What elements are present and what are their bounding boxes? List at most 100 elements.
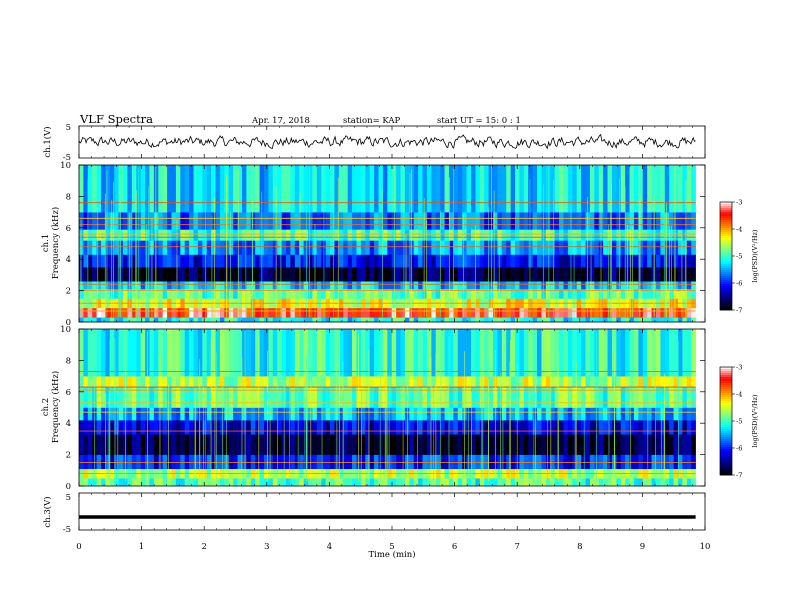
ch1-spectrogram-cell	[294, 267, 300, 282]
ch1-spectrogram-cell	[277, 307, 282, 318]
ch2-spectrogram-cell	[250, 420, 256, 435]
ch1-spectrogram-cell	[404, 254, 410, 268]
ch2-spectrogram-cell	[603, 329, 608, 377]
ch1-spectrogram-cell	[268, 212, 274, 230]
ch2-spectrogram-cell	[686, 387, 692, 408]
ch1-spectrogram-cell	[158, 165, 163, 213]
ch2-spectrogram-cell	[519, 420, 525, 435]
ch2-spectrogram-cell	[83, 420, 89, 435]
ch2-spectrogram-cell	[567, 329, 573, 377]
ch2-spectrogram-cell	[233, 329, 238, 377]
ch1-spectrogram-cell	[576, 229, 582, 241]
ch1-spectrogram-cell	[299, 254, 304, 268]
ch1-spectrogram-cell	[105, 254, 111, 268]
ch2-spectrogram-cell	[127, 329, 133, 377]
ch2-spectrogram-cell	[435, 434, 441, 455]
ch2-spectrogram-cell	[607, 420, 613, 435]
ch1-spectrogram-cell	[396, 240, 401, 255]
ch2-spectrogram-cell	[241, 387, 247, 408]
ch2-spectrogram-cell	[391, 420, 397, 435]
ch1-spectrogram-cell	[255, 254, 260, 268]
ch1-spectrogram-cell	[184, 229, 190, 241]
ch2-spectrogram-cell	[321, 329, 326, 377]
ch2-spectrogram-cell	[175, 407, 181, 421]
ch1-spectrogram-cell	[620, 212, 626, 230]
ch2-spectrogram-cell	[607, 434, 613, 455]
ch2-spectrogram-cell	[290, 329, 296, 377]
ch1-spectrogram-cell	[576, 267, 582, 282]
ch2-spectrogram-cell	[118, 454, 124, 470]
ch1-spectrogram-cell	[356, 307, 362, 318]
ch2-spectrogram-cell	[215, 454, 221, 470]
ch1-spectrogram-cell	[444, 240, 450, 255]
ch1-spectrogram-cell	[131, 289, 137, 299]
ch1-spectrogram-cell	[356, 317, 362, 323]
ch2-spectrogram-cell	[180, 376, 185, 388]
ch1-spectrogram-cell	[682, 289, 688, 299]
ch1-spectrogram-cell	[400, 254, 406, 268]
ch1-spectrogram-ylabel-line2: Frequency (kHz)	[50, 207, 61, 279]
ch2-spectrogram-cell	[343, 407, 348, 421]
ch2-spectrogram-cell	[233, 387, 238, 408]
ch1-spectrogram-cell	[448, 254, 454, 268]
ch1-spectrogram-cell	[352, 165, 357, 213]
ch1-spectrogram-cell	[633, 289, 639, 299]
ch1-spectrogram-cell	[466, 289, 472, 299]
ch2-spectrogram-cell	[136, 376, 141, 388]
ch1-spectrogram-cell	[83, 212, 89, 230]
ch1-colorbar-cell	[720, 308, 732, 311]
ch1-spectrogram-cell	[638, 267, 644, 282]
ch2-spectrogram-cell	[444, 478, 450, 487]
ch1-spectrogram-cell	[664, 212, 670, 230]
ch1-spectrogram-cell	[299, 281, 304, 290]
ch1-spectrogram-cell	[484, 254, 489, 268]
ch1-spectrogram-cell	[677, 212, 683, 230]
ch1-spectrogram-cell	[620, 254, 626, 268]
ch1-spectrogram-cell	[158, 267, 163, 282]
ch1-spectrogram-cell	[488, 254, 494, 268]
ch2-spectrogram-cell	[581, 478, 586, 487]
ch1-spectrogram-cell	[250, 212, 256, 230]
ch1-spectrogram-cell	[519, 212, 525, 230]
ch2-spectrogram-cell	[347, 329, 353, 377]
ch2-spectrogram-cell	[488, 420, 494, 435]
ch2-spectrogram-cell	[330, 329, 335, 377]
ch1-spectrogram-cell	[387, 289, 393, 299]
ch1-waveform-frame	[78, 125, 706, 159]
ch2-spectrogram-cell	[171, 434, 177, 455]
ch2-frequency-tick-label: 10	[60, 325, 71, 335]
ch1-spectrogram-cell	[334, 212, 340, 230]
ch2-spectrogram-cell	[523, 387, 529, 408]
ch2-spectrogram-cell	[83, 478, 89, 487]
ch2-spectrogram-cell	[352, 329, 357, 377]
ch1-spectrogram-cell	[202, 281, 208, 290]
ch1-spectrogram-cell	[228, 289, 234, 299]
ch1-spectrogram-cell	[506, 254, 511, 268]
ch1-spectrogram-cell	[440, 307, 445, 318]
ch1-spectrogram-cell	[611, 165, 617, 213]
ch1-spectrogram-cell	[92, 212, 97, 230]
ch2-spectrogram-cell	[431, 329, 437, 377]
ch1-spectrogram-cell	[497, 212, 503, 230]
ch1-spectrogram-cell	[607, 165, 613, 213]
ch2-spectrogram-cell	[338, 329, 344, 377]
ch2-spectrogram-cell	[246, 329, 252, 377]
axis-ticks	[78, 126, 706, 530]
ch2-colorbar-cell	[720, 449, 732, 452]
ch1-spectrogram-cell	[268, 289, 274, 299]
ch2-spectrogram-cell	[413, 434, 419, 455]
ch2-spectrogram-cell	[497, 407, 503, 421]
ch1-spectrogram-cell	[215, 212, 221, 230]
ch1-spectrogram-cell	[211, 254, 216, 268]
ch2-spectrogram-cell	[563, 376, 569, 388]
ch1-spectrogram-cell	[365, 240, 370, 255]
ch1-spectrogram-cell	[255, 240, 260, 255]
ch2-spectrogram-cell	[149, 407, 155, 421]
ch2-spectrogram-cell	[466, 387, 472, 408]
ch2-spectrogram-cell	[519, 454, 525, 470]
ch1-spectrogram-cell	[131, 317, 137, 323]
ch2-spectrogram-cell	[136, 387, 141, 408]
ch1-colorbar-cell	[720, 226, 732, 229]
ch1-spectrogram-cell	[286, 165, 291, 213]
